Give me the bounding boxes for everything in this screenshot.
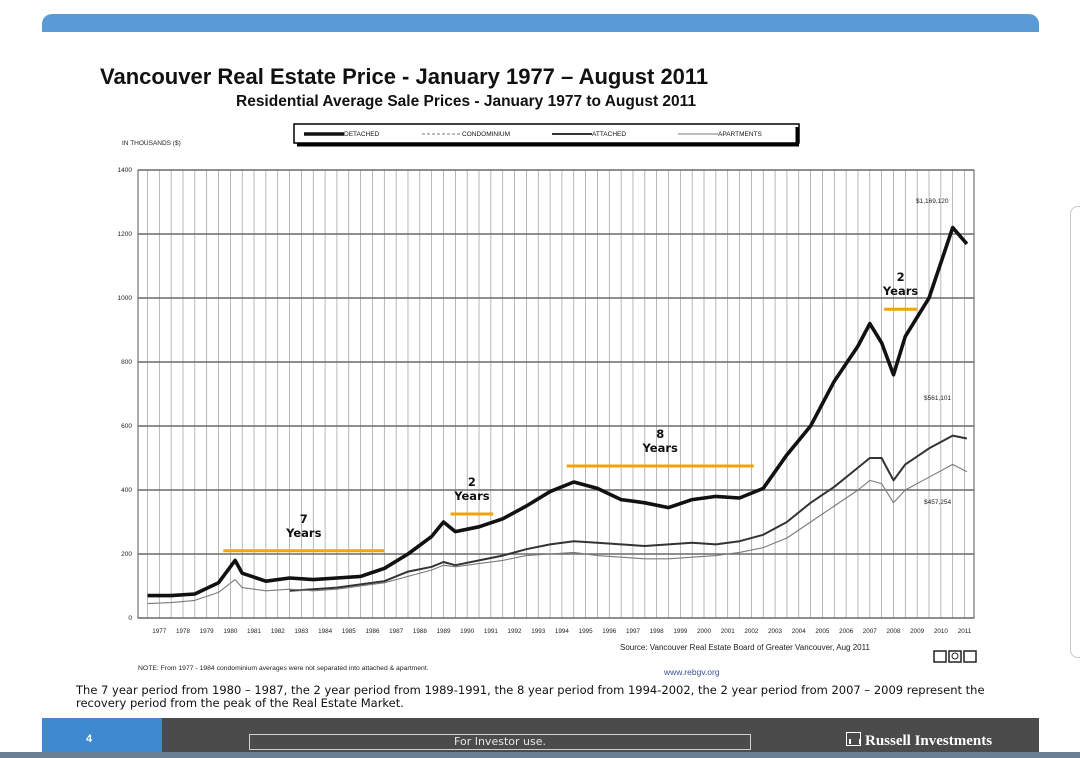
x-tick-label: 2001 [721,628,736,635]
x-tick-label: 1977 [152,628,167,635]
x-tick-label: 2005 [815,628,830,635]
x-tick-label: 1988 [413,628,428,635]
slide: Vancouver Real Estate Price - January 19… [42,14,1039,758]
x-tick-label: 1995 [579,628,594,635]
recovery-label-number-0: 7 [300,512,308,526]
x-tick-label: 1984 [318,628,333,635]
x-tick-label: 1994 [555,628,570,635]
recovery-label-number-2: 8 [656,427,664,441]
x-tick-label: 2007 [863,628,878,635]
y-tick-label: 600 [121,423,132,430]
source-text: Source: Vancouver Real Estate Board of G… [620,643,870,652]
russell-logo-icon [846,732,861,746]
series-layer [147,225,969,605]
y-tick-label: 1200 [118,231,133,238]
x-tick-label: 2006 [839,628,854,635]
website-text: www.rebgv.org [663,667,720,677]
recovery-label-unit-3: Years [882,284,919,298]
note-text: NOTE: From 1977 - 1984 condominium avera… [138,665,429,672]
x-tick-label: 1998 [650,628,665,635]
series-line-detached [147,225,969,598]
value-label-attached: $561,101 [924,395,951,402]
brand-name: Russell Investments [865,733,993,749]
value-label-apartments: $457,254 [924,499,951,506]
viewer-bottom-strip [0,752,1080,758]
y-axis-ticks: 0 200 400 600 800 1000 1200 1400 [118,167,133,622]
x-tick-label: 2000 [697,628,712,635]
value-label-detached: $1,169,120 [916,198,949,205]
x-tick-label: 1999 [673,628,688,635]
x-tick-label: 2008 [886,628,901,635]
price-chart: Vancouver Real Estate Price - January 19… [100,64,977,677]
footer-page-tab [42,718,162,758]
x-tick-label: 1980 [223,628,238,635]
y-tick-label: 200 [121,551,132,558]
x-tick-label: 1985 [342,628,357,635]
x-tick-label: 1989 [436,628,451,635]
x-tick-label: 2002 [744,628,759,635]
recovery-label-unit-1: Years [453,489,490,503]
brand-logo: Russell Investments [846,732,992,750]
legend-label-apartments: APARTMENTS [718,131,762,138]
x-tick-label: 1987 [389,628,404,635]
y-axis-label: IN THOUSANDS ($) [122,140,181,147]
viewer-side-panel[interactable] [1070,206,1080,658]
chart-title: Vancouver Real Estate Price - January 19… [100,64,708,89]
x-tick-label: 1996 [602,628,617,635]
legend-label-attached: ATTACHED [592,131,626,138]
x-tick-label: 1986 [365,628,380,635]
y-tick-label: 800 [121,359,132,366]
chart-subtitle: Residential Average Sale Prices - Januar… [236,93,696,110]
investor-use-label: For Investor use. [249,734,751,750]
page-number: 4 [86,733,93,745]
footnote: The 7 year period from 1980 – 1987, the … [76,683,985,710]
y-tick-label: 0 [128,615,132,622]
x-tick-label: 2004 [792,628,807,635]
slide-top-bar [42,14,1039,32]
recovery-label-number-3: 2 [897,270,905,284]
x-tick-label: 1993 [531,628,546,635]
footer-bar [42,718,1039,758]
recovery-label-unit-2: Years [642,441,679,455]
legend-label-detached: DETACHED [344,131,380,138]
x-axis-ticks: 1977 1978 1979 1980 1981 1982 1983 1984 1985 1986… [152,628,971,635]
x-tick-label: 1979 [200,628,215,635]
legend: DETACHED CONDOMINIUM ATTACHED APARTMENTS [293,123,800,147]
recovery-label-number-1: 2 [468,475,476,489]
y-tick-label: 1000 [118,295,133,302]
x-tick-label: 2003 [768,628,783,635]
x-tick-label: 1992 [508,628,523,635]
x-tick-label: 2009 [910,628,925,635]
series-line-apartments [147,463,968,605]
x-tick-label: 1978 [176,628,191,635]
x-tick-label: 2011 [958,628,972,635]
realtor-logos-icon [933,650,977,663]
series-line-attached [289,434,968,592]
x-tick-label: 1982 [271,628,286,635]
x-tick-label: 1997 [626,628,641,635]
legend-label-condominium: CONDOMINIUM [462,131,510,138]
x-tick-label: 1981 [247,628,262,635]
x-tick-label: 1983 [294,628,309,635]
x-tick-label: 1991 [484,628,499,635]
y-tick-label: 400 [121,487,132,494]
x-tick-label: 2010 [934,628,949,635]
x-tick-label: 1990 [460,628,475,635]
y-tick-label: 1400 [118,167,133,174]
recovery-label-unit-0: Years [285,526,322,540]
